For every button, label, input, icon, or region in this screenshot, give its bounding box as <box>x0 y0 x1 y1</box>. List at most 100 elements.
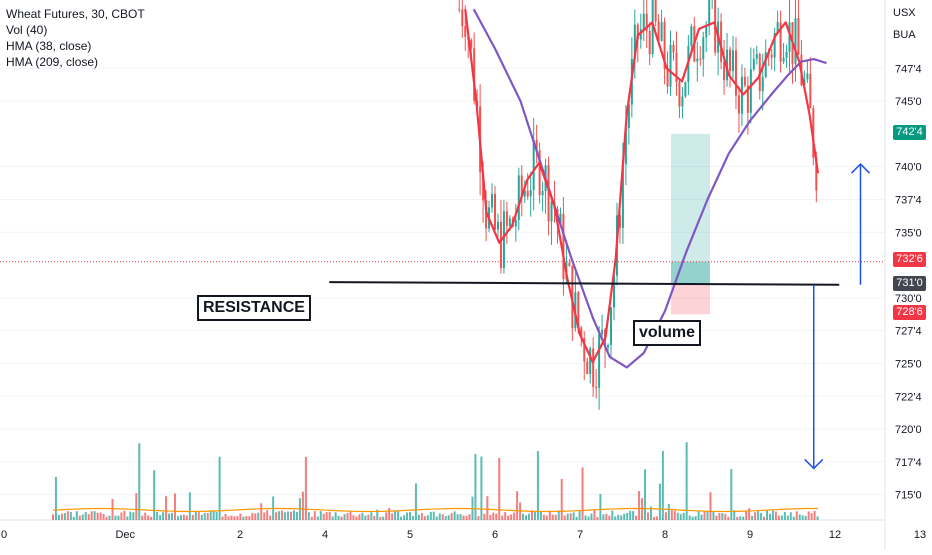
volume-bar <box>459 514 462 520</box>
volume-bar <box>105 516 108 520</box>
x-tick-label: 12 <box>829 529 841 541</box>
volume-bar <box>206 513 209 520</box>
volume-bar <box>599 493 602 520</box>
y-tick-label: 717'4 <box>895 457 922 469</box>
y-tick-label: 730'0 <box>895 293 922 305</box>
volume-bar <box>96 512 99 520</box>
candle-body <box>580 327 583 339</box>
volume-bar <box>754 512 757 520</box>
volume-bar <box>658 483 661 520</box>
y-tick-label: 747'4 <box>895 63 922 75</box>
y-tick-label: 745'0 <box>895 96 922 108</box>
candle-body <box>618 215 621 228</box>
x-tick-label: Dec <box>115 529 135 541</box>
volume-bar <box>435 516 438 520</box>
volume-bar <box>611 510 614 520</box>
volume-bar <box>721 513 724 520</box>
x-tick-label: 13 <box>914 529 926 541</box>
volume-bar <box>685 442 688 520</box>
legend-hma-slow[interactable]: HMA (209, close) <box>6 55 99 69</box>
candle-body <box>586 361 589 375</box>
volume-bar <box>691 516 694 520</box>
volume-bar <box>212 510 215 520</box>
volume-bar <box>417 514 420 520</box>
candle-body <box>648 31 651 55</box>
volume-bar <box>284 512 287 520</box>
volume-bar <box>141 515 144 520</box>
legend-volume[interactable]: Vol (40) <box>6 23 48 37</box>
candle-body <box>595 386 598 388</box>
candle-body <box>491 193 494 208</box>
volume-bar <box>774 511 777 520</box>
volume-bar <box>593 510 596 520</box>
candle-body <box>562 213 565 280</box>
x-tick-label: 5 <box>407 529 413 541</box>
volume-bar <box>99 512 102 520</box>
candle-body <box>508 218 511 226</box>
candle-body <box>729 49 732 71</box>
volume-bar <box>807 511 810 520</box>
volume-bar <box>667 503 670 520</box>
candle-body <box>517 175 520 220</box>
volume-bar <box>367 514 370 520</box>
price-tag-stop: 728'6 <box>893 305 926 320</box>
candle-body <box>621 164 624 228</box>
candle-body <box>702 37 705 60</box>
candle-body <box>737 95 740 114</box>
candle-body <box>743 76 746 86</box>
candle-body <box>642 13 645 30</box>
volume-bar <box>108 515 111 520</box>
volume-bar <box>739 516 742 520</box>
candle-body <box>499 221 502 269</box>
volume-label[interactable]: volume <box>633 320 702 346</box>
volume-bar <box>715 515 718 520</box>
volume-bar <box>411 516 414 520</box>
resistance-line <box>329 281 840 286</box>
legend-title[interactable]: Wheat Futures, 30, CBOT <box>6 7 145 21</box>
price-tag-last: 732'6 <box>893 252 926 267</box>
volume-bar <box>334 512 337 520</box>
candle-body <box>502 211 505 269</box>
legend-hma-fast[interactable]: HMA (38, close) <box>6 39 92 53</box>
volume-bar <box>652 516 655 520</box>
candle-body <box>666 68 669 87</box>
volume-bar <box>786 515 789 520</box>
volume-bar <box>337 515 340 520</box>
volume-bar <box>447 515 450 520</box>
candle-body <box>523 190 526 197</box>
volume-bar <box>385 512 388 520</box>
candle-body <box>749 69 752 113</box>
candle-body <box>690 26 693 46</box>
volume-bar <box>114 515 117 520</box>
candle-body <box>547 165 550 222</box>
volume-bar <box>200 514 203 520</box>
volume-bar <box>572 512 575 520</box>
x-tick-label: 7 <box>577 529 583 541</box>
volume-bar <box>495 513 498 520</box>
volume-bar <box>254 513 257 520</box>
volume-bar <box>626 512 629 520</box>
arrow-head <box>804 458 824 470</box>
x-tick-label: 2 <box>237 529 243 541</box>
y-tick-label: 715'0 <box>895 490 922 502</box>
volume-bar <box>557 510 560 520</box>
volume-bar <box>742 516 745 520</box>
candle-body <box>636 24 639 40</box>
volume-bar <box>397 511 400 520</box>
volume-bar <box>144 512 147 520</box>
volume-bar <box>406 512 409 520</box>
candle-body <box>550 201 553 222</box>
volume-bar <box>394 511 397 520</box>
volume-bar <box>81 514 84 520</box>
volume-bar <box>171 512 173 520</box>
volume-bar <box>545 515 548 520</box>
candle-body <box>684 82 687 97</box>
volume-bar <box>153 470 156 520</box>
candle-body <box>794 18 797 64</box>
volume-bar <box>644 469 647 520</box>
resistance-label[interactable]: RESISTANCE <box>197 295 311 321</box>
volume-bar <box>489 514 492 520</box>
candle-body <box>675 52 678 83</box>
